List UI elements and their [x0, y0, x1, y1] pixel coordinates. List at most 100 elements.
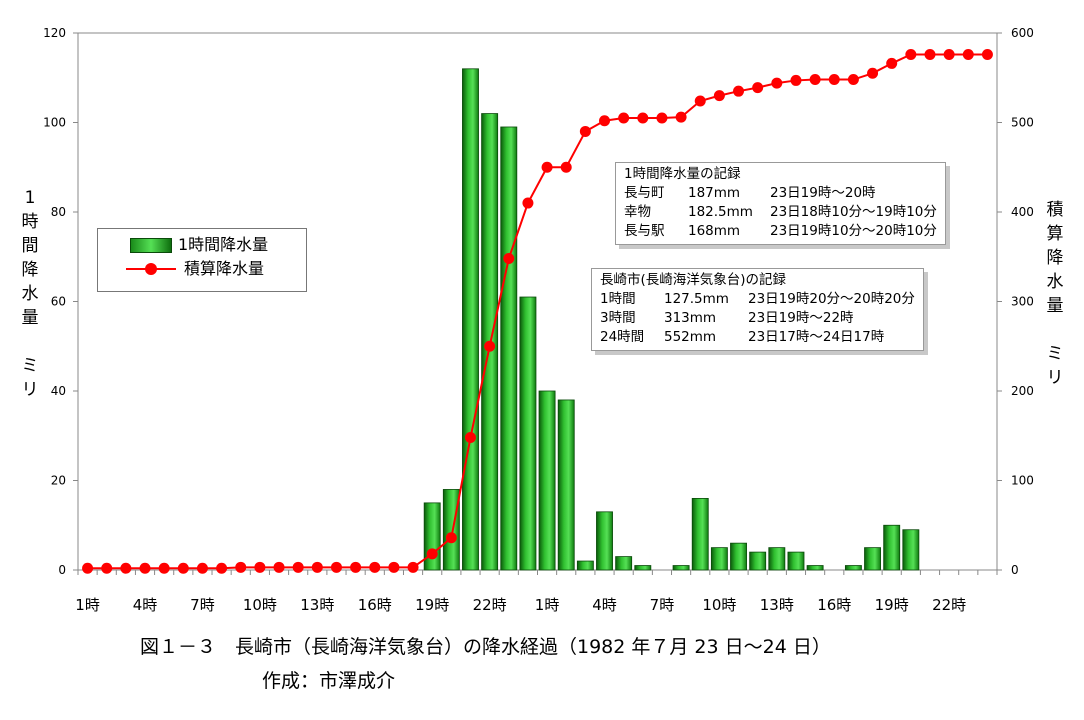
bar [596, 511, 613, 571]
cumulative-point [618, 112, 630, 124]
record-place: 長与町 [624, 185, 665, 201]
record-place: 幸物 [624, 204, 651, 220]
cumulative-point [541, 161, 553, 173]
cumulative-point [503, 253, 515, 265]
cumulative-point [867, 67, 879, 79]
record-amount: 187mm [688, 185, 741, 201]
cumulative-point [733, 85, 745, 97]
axis-label-char: 降 [21, 260, 39, 280]
legend-line-swatch [126, 263, 176, 275]
y-right-tick-label: 600 [1011, 26, 1034, 40]
y-right-tick-label: 0 [1011, 563, 1019, 577]
cumulative-point [254, 561, 266, 573]
cumulative-point [694, 95, 706, 107]
record-row: 3時間 313mm 23日19時～22時 [600, 309, 915, 328]
record-amount: 313mm [664, 310, 717, 326]
cumulative-point [177, 562, 189, 574]
cumulative-point [981, 48, 993, 60]
axis-label-char: ミ [21, 356, 39, 376]
x-tick-label: 19時 [415, 596, 449, 614]
cumulative-point [350, 561, 362, 573]
axis-label-char: リ [1046, 368, 1064, 388]
x-tick-label: 10時 [702, 596, 736, 614]
record-row: 1時間 127.5mm 23日19時20分～20時20分 [600, 290, 915, 309]
cumulative-point [771, 77, 783, 89]
record-time: 23日19時～22時 [748, 310, 854, 326]
axis-label-char: 1 [24, 188, 36, 208]
y-left-tick-label: 60 [51, 295, 66, 309]
bar [902, 529, 920, 571]
x-tick-label: 4時 [133, 596, 158, 614]
cumulative-point [330, 561, 342, 573]
x-tick-label: 7時 [650, 596, 675, 614]
record-row: 24時間 552mm 23日17時～24日17時 [600, 328, 915, 347]
bar [519, 296, 537, 571]
y-right-tick-label: 100 [1011, 474, 1034, 488]
cumulative-point [962, 48, 974, 60]
record-place: 3時間 [600, 310, 636, 326]
axis-label-char: 量 [1046, 296, 1064, 316]
axis-label-char: 降 [1046, 248, 1064, 268]
cumulative-point [445, 532, 457, 544]
x-tick-label: 1時 [535, 596, 560, 614]
record-box-hourly: 1時間降水量の記録 長与町 187mm 23日19時～20時 幸物 182.5mm 23日… [615, 162, 946, 245]
x-tick-label: 10時 [243, 596, 277, 614]
cumulative-point [828, 74, 840, 86]
cumulative-point [905, 48, 917, 60]
record-amount: 168mm [688, 223, 741, 239]
y-left-tick-label: 40 [51, 384, 66, 398]
x-tick-label: 22時 [473, 596, 507, 614]
y-right-tick-label: 500 [1011, 116, 1034, 130]
cumulative-point [522, 197, 534, 209]
bar [844, 565, 862, 571]
bar [442, 489, 460, 571]
cumulative-point [713, 90, 725, 102]
cumulative-point [464, 432, 476, 444]
record-box-title: 1時間降水量の記録 [624, 166, 741, 182]
axis-label-char: 間 [21, 236, 39, 256]
record-time: 23日18時10分～19時10分 [770, 204, 937, 220]
axis-label-char [1044, 318, 1066, 342]
bar [500, 126, 518, 571]
cumulative-point [158, 562, 170, 574]
bar [634, 565, 652, 571]
x-tick-label: 13時 [760, 596, 794, 614]
x-tick-label: 1時 [75, 596, 100, 614]
x-tick-label: 7時 [190, 596, 215, 614]
legend-item-line: 積算降水量 [108, 257, 296, 281]
record-time: 23日19時10分～20時10分 [770, 223, 937, 239]
cumulative-point [139, 562, 151, 574]
record-row: 幸物 182.5mm 23日18時10分～19時10分 [624, 203, 937, 222]
bar [615, 556, 633, 571]
cumulative-point [101, 562, 113, 574]
bar [730, 542, 747, 571]
y-axis-right-label: 積算降水量 ミリ [1044, 198, 1066, 390]
axis-label-char: 積 [1046, 200, 1064, 220]
bar [557, 399, 575, 571]
bar [749, 551, 767, 571]
axis-label-char [19, 330, 41, 354]
cumulative-point [407, 561, 419, 573]
x-tick-label: 4時 [592, 596, 617, 614]
cumulative-point [196, 562, 208, 574]
cumulative-point [924, 48, 936, 60]
bar [672, 565, 690, 571]
record-amount: 182.5mm [688, 204, 753, 220]
cumulative-point [235, 561, 247, 573]
figure-caption: 図１－３ 長崎市（長崎海洋気象台）の降水経過（1982 年７月 23 日～24 … [140, 636, 831, 658]
cumulative-point [847, 74, 859, 86]
record-place: 1時間 [600, 291, 636, 307]
cumulative-point [637, 112, 649, 124]
record-box-nagasaki: 長崎市(長崎海洋気象台)の記録 1時間 127.5mm 23日19時20分～20時2… [591, 268, 924, 351]
axis-label-char: 時 [21, 212, 39, 232]
cumulative-point [388, 561, 400, 573]
cumulative-point [82, 562, 94, 574]
record-time: 23日17時～24日17時 [748, 329, 885, 345]
axis-label-char: 水 [21, 284, 39, 304]
legend: 1時間降水量 積算降水量 [97, 228, 307, 292]
bar [423, 502, 441, 571]
axis-label-char: ミ [1046, 344, 1064, 364]
bar [864, 547, 881, 571]
y-left-tick-label: 100 [43, 116, 66, 130]
